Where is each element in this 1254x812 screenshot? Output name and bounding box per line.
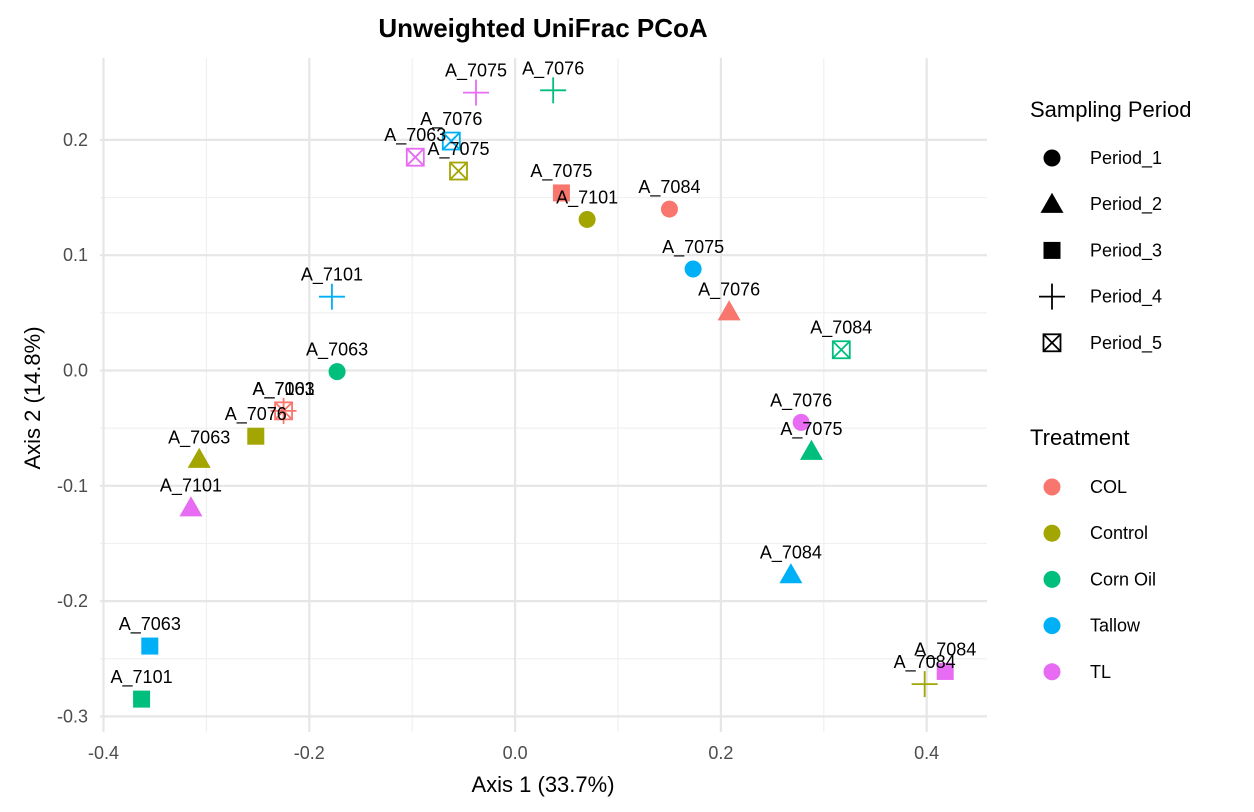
data-point <box>578 210 596 228</box>
y-tick-label: -0.2 <box>57 591 88 611</box>
legend-title-sampling-period: Sampling Period <box>1030 97 1191 122</box>
point-label: A_7075 <box>780 419 842 440</box>
legend-label-treatment: TL <box>1090 662 1111 682</box>
point-label: A_7063 <box>119 614 181 635</box>
y-tick-label: 0.2 <box>63 130 88 150</box>
point-label: A_7063 <box>253 379 315 400</box>
y-axis-ticks: -0.3 -0.2 -0.1 0.0 0.1 0.2 <box>57 130 88 727</box>
legend-key-color <box>1043 524 1061 542</box>
legend-key-boxx <box>1042 333 1062 353</box>
point-label: A_7063 <box>384 125 446 146</box>
point-label: A_7075 <box>445 61 507 82</box>
y-axis-title: Axis 2 (14.8%) <box>20 326 45 469</box>
data-point <box>318 283 345 310</box>
legend-key-square <box>1043 241 1061 259</box>
legend-label-period: Period_1 <box>1090 148 1162 169</box>
data-point <box>328 363 346 381</box>
point-label: A_7084 <box>914 639 976 660</box>
data-point <box>684 260 702 278</box>
data-point <box>799 439 823 460</box>
point-label: A_7076 <box>770 390 832 411</box>
legend-title-treatment: Treatment <box>1030 425 1129 450</box>
x-axis-ticks: -0.4 -0.2 0.0 0.2 0.4 <box>88 743 939 763</box>
point-label: A_7063 <box>168 427 230 448</box>
point-label: A_7084 <box>638 177 700 198</box>
data-point <box>462 79 489 106</box>
legend-key-color <box>1043 617 1061 635</box>
point-label: A_7076 <box>698 280 760 301</box>
point-label: A_7101 <box>111 667 173 688</box>
x-tick-label: 0.0 <box>503 743 528 763</box>
legend-treatment: Treatment COL Control Corn Oil Tallow TL <box>1030 425 1156 682</box>
point-label: A_7101 <box>160 476 222 497</box>
x-axis-title: Axis 1 (33.7%) <box>471 772 614 797</box>
data-point <box>441 131 461 151</box>
data-point <box>717 300 741 321</box>
legend-label-treatment: Control <box>1090 523 1148 543</box>
data-point <box>779 563 803 584</box>
legend-key-color <box>1043 478 1061 496</box>
y-tick-label: -0.1 <box>57 476 88 496</box>
x-tick-label: -0.2 <box>294 743 325 763</box>
point-label: A_7084 <box>760 543 822 564</box>
data-points <box>133 77 954 708</box>
point-label: A_7101 <box>253 379 315 400</box>
legend-label-treatment: COL <box>1090 477 1127 497</box>
legend-key-triangle <box>1040 192 1064 213</box>
data-point <box>552 184 570 202</box>
legend-key-plus <box>1039 283 1065 310</box>
y-tick-label: 0.1 <box>63 245 88 265</box>
legend-label-treatment: Corn Oil <box>1090 569 1156 589</box>
x-tick-label: -0.4 <box>88 743 119 763</box>
data-point <box>141 637 159 655</box>
data-point <box>133 690 151 708</box>
data-point <box>449 161 468 181</box>
data-point <box>660 200 678 218</box>
data-point <box>540 77 567 104</box>
point-label: A_7075 <box>662 237 724 258</box>
data-point <box>187 447 211 468</box>
data-point <box>911 671 938 698</box>
x-tick-label: 0.4 <box>914 743 939 763</box>
point-label: A_7075 <box>530 161 592 182</box>
grid <box>100 58 987 732</box>
legend-label-period: Period_5 <box>1090 333 1162 354</box>
point-label: A_7101 <box>301 265 363 286</box>
legend-label-period: Period_3 <box>1090 240 1162 261</box>
chart-title: Unweighted UniFrac PCoA <box>378 13 708 43</box>
data-point <box>831 340 851 360</box>
y-tick-label: -0.3 <box>57 706 88 726</box>
data-point <box>179 496 203 517</box>
legend-label-period: Period_4 <box>1090 287 1162 308</box>
legend-key-color <box>1043 663 1061 681</box>
legend-key-circle <box>1043 149 1061 167</box>
data-point <box>405 147 425 167</box>
point-label: A_7084 <box>894 652 956 673</box>
point-label: A_7084 <box>810 318 872 339</box>
point-label: A_7101 <box>556 187 618 208</box>
point-label: A_7063 <box>306 340 368 361</box>
legend-sampling-period: Sampling Period Period_1 Period_2 Period_3… <box>1030 97 1191 354</box>
legend-label-treatment: Tallow <box>1090 616 1141 636</box>
point-label: A_7076 <box>420 109 482 130</box>
x-tick-label: 0.2 <box>708 743 733 763</box>
data-point <box>792 413 810 431</box>
point-label: A_7076 <box>522 58 584 79</box>
point-labels: A_7084A_7101A_7063A_7075A_7076A_7076A_70… <box>111 58 977 688</box>
legend-label-period: Period_2 <box>1090 194 1162 215</box>
point-label: A_7076 <box>225 404 287 425</box>
data-point <box>936 662 954 680</box>
point-label: A_7075 <box>427 139 489 160</box>
data-point <box>247 427 265 445</box>
y-tick-label: 0.0 <box>63 361 88 381</box>
data-point <box>274 401 293 421</box>
legend-key-color <box>1043 570 1061 588</box>
